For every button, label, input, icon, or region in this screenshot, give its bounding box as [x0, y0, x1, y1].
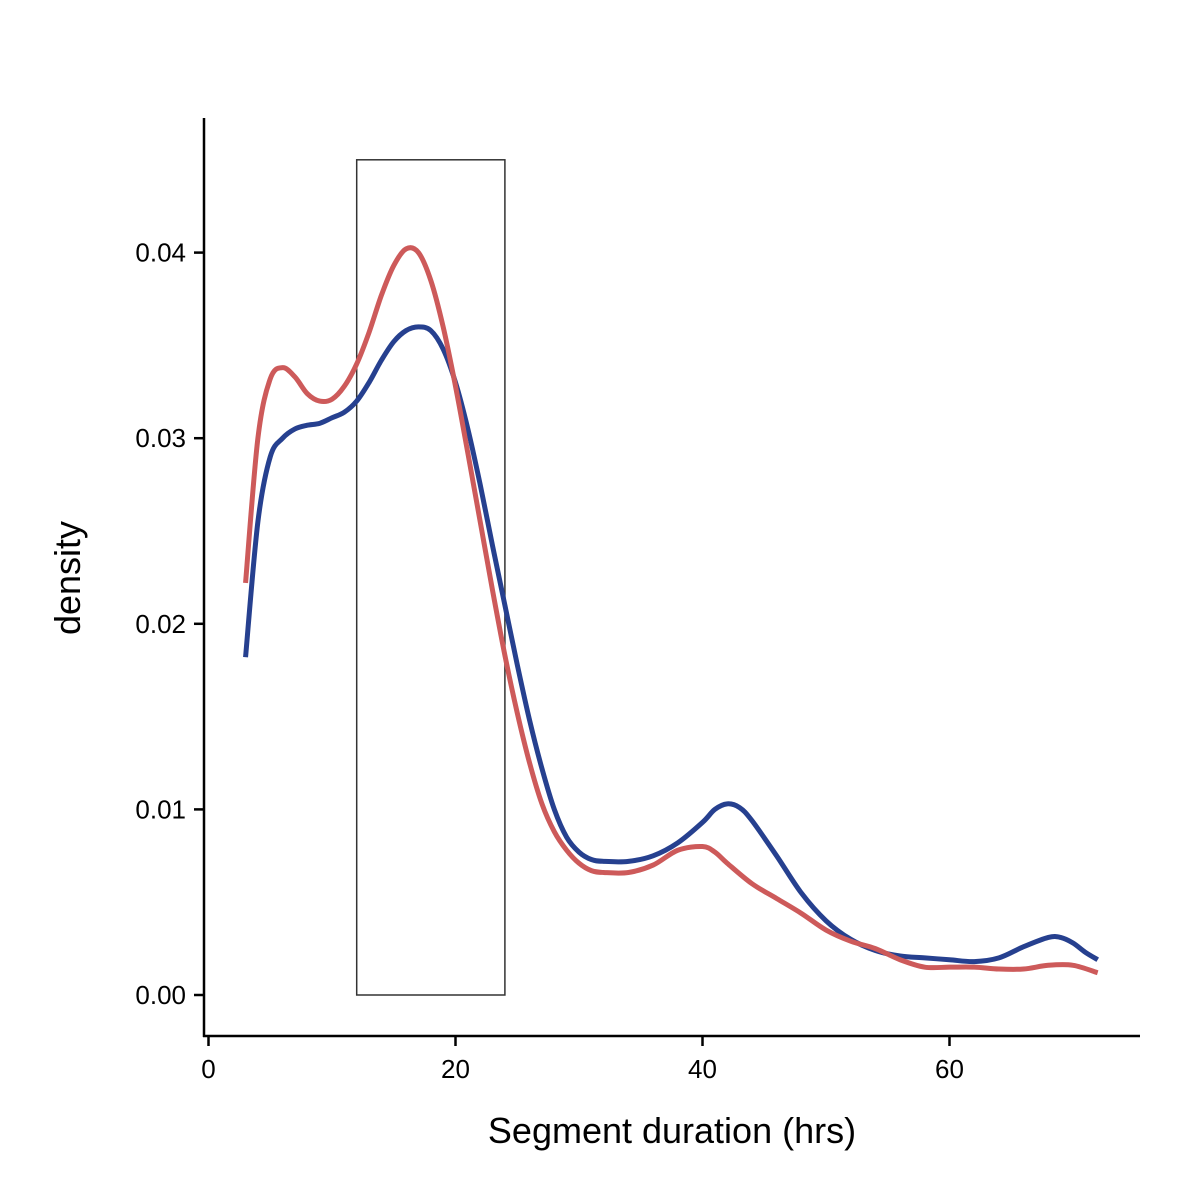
- y-tick-label: 0.01: [135, 794, 186, 824]
- x-axis-title: Segment duration (hrs): [488, 1110, 856, 1151]
- x-tick-label: 20: [441, 1054, 470, 1084]
- highlight-box: [355, 159, 506, 996]
- y-tick-label: 0.00: [135, 980, 186, 1010]
- x-ticks: 0 20 40 60: [201, 1036, 964, 1084]
- series-line-1: [243, 324, 1099, 965]
- y-axis-title: density: [47, 521, 88, 635]
- x-tick-label: 60: [935, 1054, 964, 1084]
- y-tick-label: 0.04: [135, 238, 186, 268]
- plot-area: [243, 159, 1099, 996]
- axes: 0.00 0.01 0.02 0.03 0.04 0 20 40 60: [135, 118, 1140, 1084]
- y-ticks: 0.00 0.01 0.02 0.03 0.04: [135, 238, 204, 1010]
- y-tick-label: 0.02: [135, 609, 186, 639]
- x-tick-label: 0: [201, 1054, 215, 1084]
- series-line-2: [243, 245, 1099, 976]
- x-tick-label: 40: [688, 1054, 717, 1084]
- y-tick-label: 0.03: [135, 423, 186, 453]
